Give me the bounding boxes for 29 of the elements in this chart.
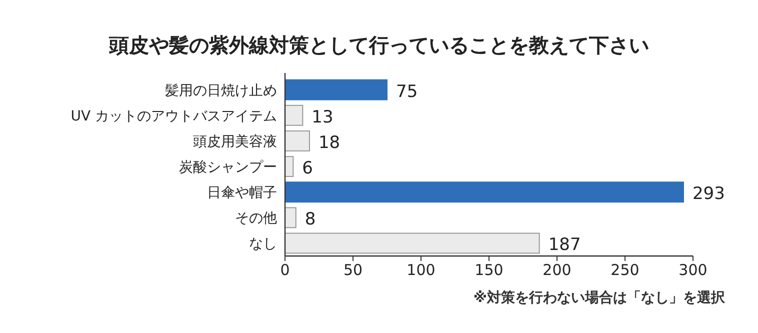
bar xyxy=(284,207,296,228)
bar xyxy=(284,232,540,254)
x-tick-label: 200 xyxy=(542,261,572,279)
y-tick-label: 髪用の日焼け止め xyxy=(165,82,277,99)
data-label: 293 xyxy=(692,184,725,204)
bar xyxy=(284,130,310,152)
bar xyxy=(284,104,304,126)
data-label: 187 xyxy=(548,235,581,256)
y-tick-label: 日傘や帽子 xyxy=(207,185,277,202)
x-tick-label: 50 xyxy=(343,261,363,279)
data-label: 8 xyxy=(304,210,316,230)
y-tick-label: 炭酸シャンプー xyxy=(179,160,277,176)
y-tick-label: 頭皮用美容液 xyxy=(193,134,277,150)
x-tick-label: 250 xyxy=(610,261,640,279)
y-tick-label: UV カットのアウトバスアイテム xyxy=(70,108,277,124)
data-label: 6 xyxy=(302,158,313,178)
bar xyxy=(284,79,388,100)
data-label: 75 xyxy=(396,82,418,102)
y-tick-label: なし xyxy=(249,236,277,252)
x-tick-label: 150 xyxy=(474,261,504,279)
bar xyxy=(284,182,684,203)
data-label: 18 xyxy=(318,132,340,153)
text: ※対策を行わない場合は「なし」を選択 xyxy=(473,289,726,306)
x-tick-label: 300 xyxy=(678,261,708,279)
x-tick-label: 0 xyxy=(280,261,290,279)
y-tick-label: その他 xyxy=(235,210,277,227)
chart-title: 頭皮や髪の紫外線対策として行っていることを教えて下さい xyxy=(108,33,649,57)
data-label: 13 xyxy=(312,107,334,128)
x-tick-label: 100 xyxy=(406,261,436,279)
